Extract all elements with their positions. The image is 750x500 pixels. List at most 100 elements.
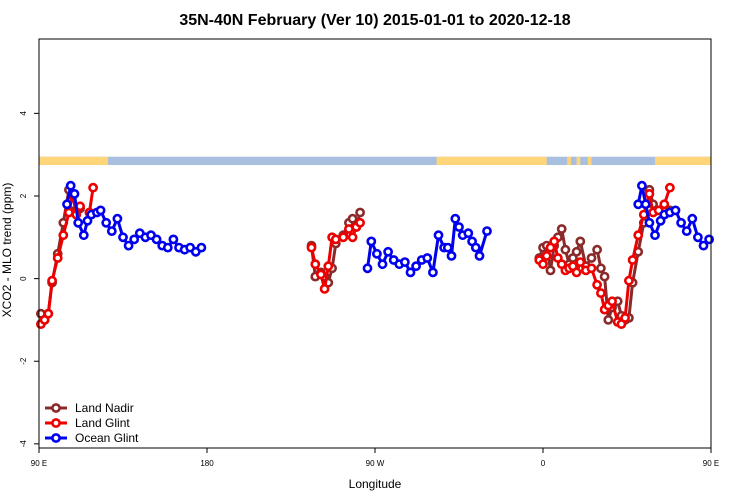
- data-point: [362, 263, 373, 274]
- land-band-segment: [576, 156, 581, 166]
- data-point: [586, 263, 597, 274]
- data-point: [371, 248, 382, 259]
- data-point: [556, 224, 567, 234]
- data-point: [58, 230, 69, 241]
- y-tick-label: 2: [19, 193, 28, 198]
- data-point: [687, 213, 698, 224]
- x-tick-label: 180: [200, 459, 214, 468]
- data-point: [665, 182, 675, 193]
- data-point: [315, 269, 326, 280]
- data-point: [442, 242, 453, 253]
- data-point: [644, 217, 655, 228]
- data-point: [698, 240, 709, 251]
- data-point: [624, 275, 634, 286]
- data-point: [310, 259, 321, 270]
- data-point: [433, 230, 444, 241]
- data-point: [599, 271, 610, 282]
- data-point: [670, 205, 681, 216]
- data-point: [470, 242, 481, 253]
- data-point: [123, 240, 134, 251]
- data-point: [196, 242, 207, 253]
- land-band-segment: [587, 156, 592, 166]
- data-point: [575, 236, 586, 247]
- data-point: [541, 250, 552, 261]
- data-point: [549, 236, 560, 247]
- data-point: [151, 234, 162, 245]
- data-point: [450, 213, 461, 224]
- data-point: [319, 283, 330, 294]
- x-tick-label: 0: [541, 459, 546, 468]
- data-point: [640, 199, 651, 210]
- data-point: [422, 253, 433, 263]
- data-point: [607, 296, 617, 307]
- legend-marker: [51, 418, 61, 428]
- data-point: [571, 267, 582, 278]
- x-tick-label: 90 E: [31, 459, 47, 468]
- data-point: [603, 314, 614, 325]
- y-axis: -4 -2 0 2 4: [19, 111, 39, 448]
- data-point: [383, 246, 393, 257]
- land-ocean-band: [39, 156, 711, 166]
- data-point: [575, 257, 586, 267]
- land-band-segment: [436, 156, 547, 166]
- legend-marker: [51, 403, 61, 413]
- legend-marker: [51, 433, 61, 443]
- data-point: [377, 259, 388, 270]
- data-point: [47, 275, 57, 286]
- data-point: [637, 180, 647, 191]
- y-tick-label: -4: [19, 440, 28, 448]
- data-point: [73, 217, 84, 228]
- data-point: [69, 188, 80, 199]
- ocean-band: [39, 156, 711, 166]
- series-layer: [36, 180, 714, 329]
- data-point: [43, 308, 54, 319]
- data-point: [52, 253, 63, 263]
- data-point: [366, 236, 377, 247]
- data-point: [347, 213, 358, 224]
- data-point: [704, 234, 714, 245]
- data-point: [411, 261, 421, 272]
- data-point: [338, 232, 349, 243]
- legend-label: Ocean Glint: [75, 431, 139, 445]
- data-point: [454, 222, 464, 232]
- data-point: [463, 228, 474, 239]
- data-point: [112, 213, 123, 224]
- x-axis-label: Longitude: [349, 477, 402, 491]
- data-point: [347, 232, 358, 243]
- data-point: [88, 182, 98, 193]
- series-ocean-glint: [62, 180, 714, 278]
- data-point: [633, 199, 644, 210]
- data-point: [538, 259, 548, 270]
- y-tick-label: 4: [19, 111, 28, 116]
- data-point: [95, 205, 106, 216]
- data-point: [571, 246, 582, 257]
- data-point: [650, 230, 660, 241]
- data-point: [592, 244, 602, 255]
- data-point: [474, 250, 485, 261]
- data-point: [446, 250, 457, 261]
- data-point: [596, 288, 606, 298]
- x-axis: 90 E 180 90 W 0 90 E: [31, 448, 719, 468]
- data-point: [427, 267, 438, 278]
- data-point: [545, 265, 556, 276]
- x-tick-label: 90 W: [366, 459, 385, 468]
- data-point: [693, 232, 703, 243]
- data-point: [306, 242, 317, 253]
- data-point: [620, 312, 630, 323]
- data-point: [162, 242, 173, 253]
- data-point: [399, 257, 410, 267]
- series-land-nadir: [36, 184, 675, 325]
- data-point: [644, 188, 655, 199]
- data-point: [355, 207, 365, 218]
- y-tick-label: 0: [19, 276, 28, 281]
- data-point: [681, 226, 692, 236]
- data-point: [627, 255, 638, 265]
- data-point: [343, 224, 354, 234]
- data-point: [65, 180, 76, 191]
- data-point: [586, 253, 597, 263]
- data-point: [405, 267, 416, 278]
- data-point: [168, 234, 179, 245]
- data-point: [482, 226, 492, 236]
